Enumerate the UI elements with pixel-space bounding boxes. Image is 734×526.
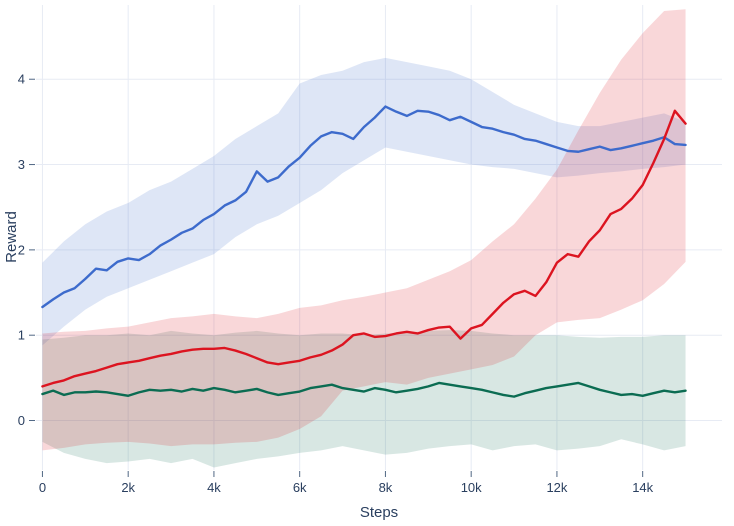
x-tick-label-10k: 10k (461, 480, 482, 495)
y-tick-label-2: 2 (18, 242, 25, 257)
line-blue (41, 105, 687, 309)
x-tick-label-4k: 4k (207, 480, 221, 495)
band-red (42, 9, 686, 451)
line-green (41, 381, 687, 398)
y-tick-label-3: 3 (18, 157, 25, 172)
y-tick-label-4: 4 (18, 72, 25, 87)
series-lines (41, 105, 687, 398)
band-green (42, 330, 686, 468)
x-tick-label-8k: 8k (379, 480, 393, 495)
y-axis-title: Reward (3, 211, 20, 263)
x-tick-label-6k: 6k (293, 480, 307, 495)
x-tick-label-0: 0 (39, 480, 46, 495)
band-blue (42, 57, 686, 346)
x-tick-label-14k: 14k (632, 480, 653, 495)
x-axis-title: Steps (360, 504, 398, 521)
line-red (41, 109, 687, 388)
gridlines (36, 5, 722, 470)
x-tick-label-2k: 2k (121, 480, 135, 495)
y-tick-label-0: 0 (18, 413, 25, 428)
confidence-bands (42, 9, 686, 468)
axis-ticks: 0 2k 4k 6k 8k 10k 12k 14k 0 1 2 3 4 (18, 72, 654, 495)
x-tick-label-12k: 12k (546, 480, 567, 495)
y-tick-label-1: 1 (18, 328, 25, 343)
